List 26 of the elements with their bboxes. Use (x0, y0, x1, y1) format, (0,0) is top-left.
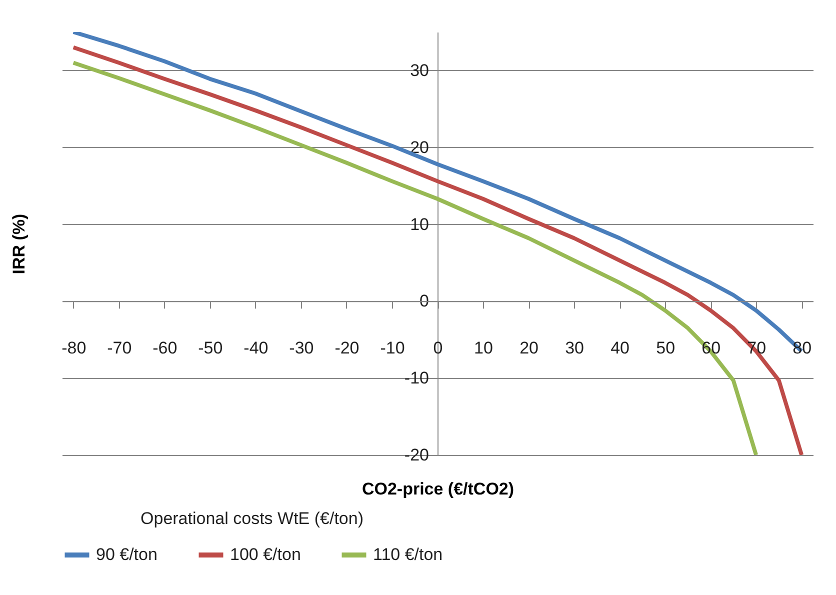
x-tick-label: -20 (334, 338, 360, 358)
legend-title: Operational costs WtE (€/ton) (140, 509, 364, 528)
x-tick-label: -10 (380, 338, 405, 358)
y-tick-label: -20 (404, 446, 429, 464)
legend-label: 110 €/ton (373, 545, 443, 564)
y-tick-label: 20 (410, 138, 429, 157)
legend-label: 100 €/ton (230, 545, 301, 564)
y-tick-label: 0 (420, 292, 429, 311)
y-tick-label: -10 (404, 368, 429, 388)
x-tick-label: 40 (610, 338, 630, 358)
x-tick-label: 50 (656, 338, 676, 358)
x-tick-label: 0 (433, 338, 443, 358)
x-tick-label: 20 (520, 338, 538, 358)
y-tick-label: 30 (410, 60, 429, 80)
legend-label: 90 €/ton (96, 545, 158, 564)
y-axis-title: IRR (%) (10, 214, 28, 274)
y-tick-label: 10 (410, 214, 429, 234)
x-tick-label: -80 (62, 338, 86, 358)
x-tick-label: -60 (152, 338, 178, 358)
x-tick-label: -70 (107, 338, 132, 358)
x-tick-label: 30 (565, 338, 584, 358)
x-tick-label: -40 (244, 338, 268, 358)
x-tick-label: -30 (289, 338, 314, 358)
x-tick-label: 10 (474, 338, 493, 358)
x-tick-label: -50 (198, 338, 223, 358)
x-axis-title: CO2-price (€/tCO2) (362, 480, 514, 498)
